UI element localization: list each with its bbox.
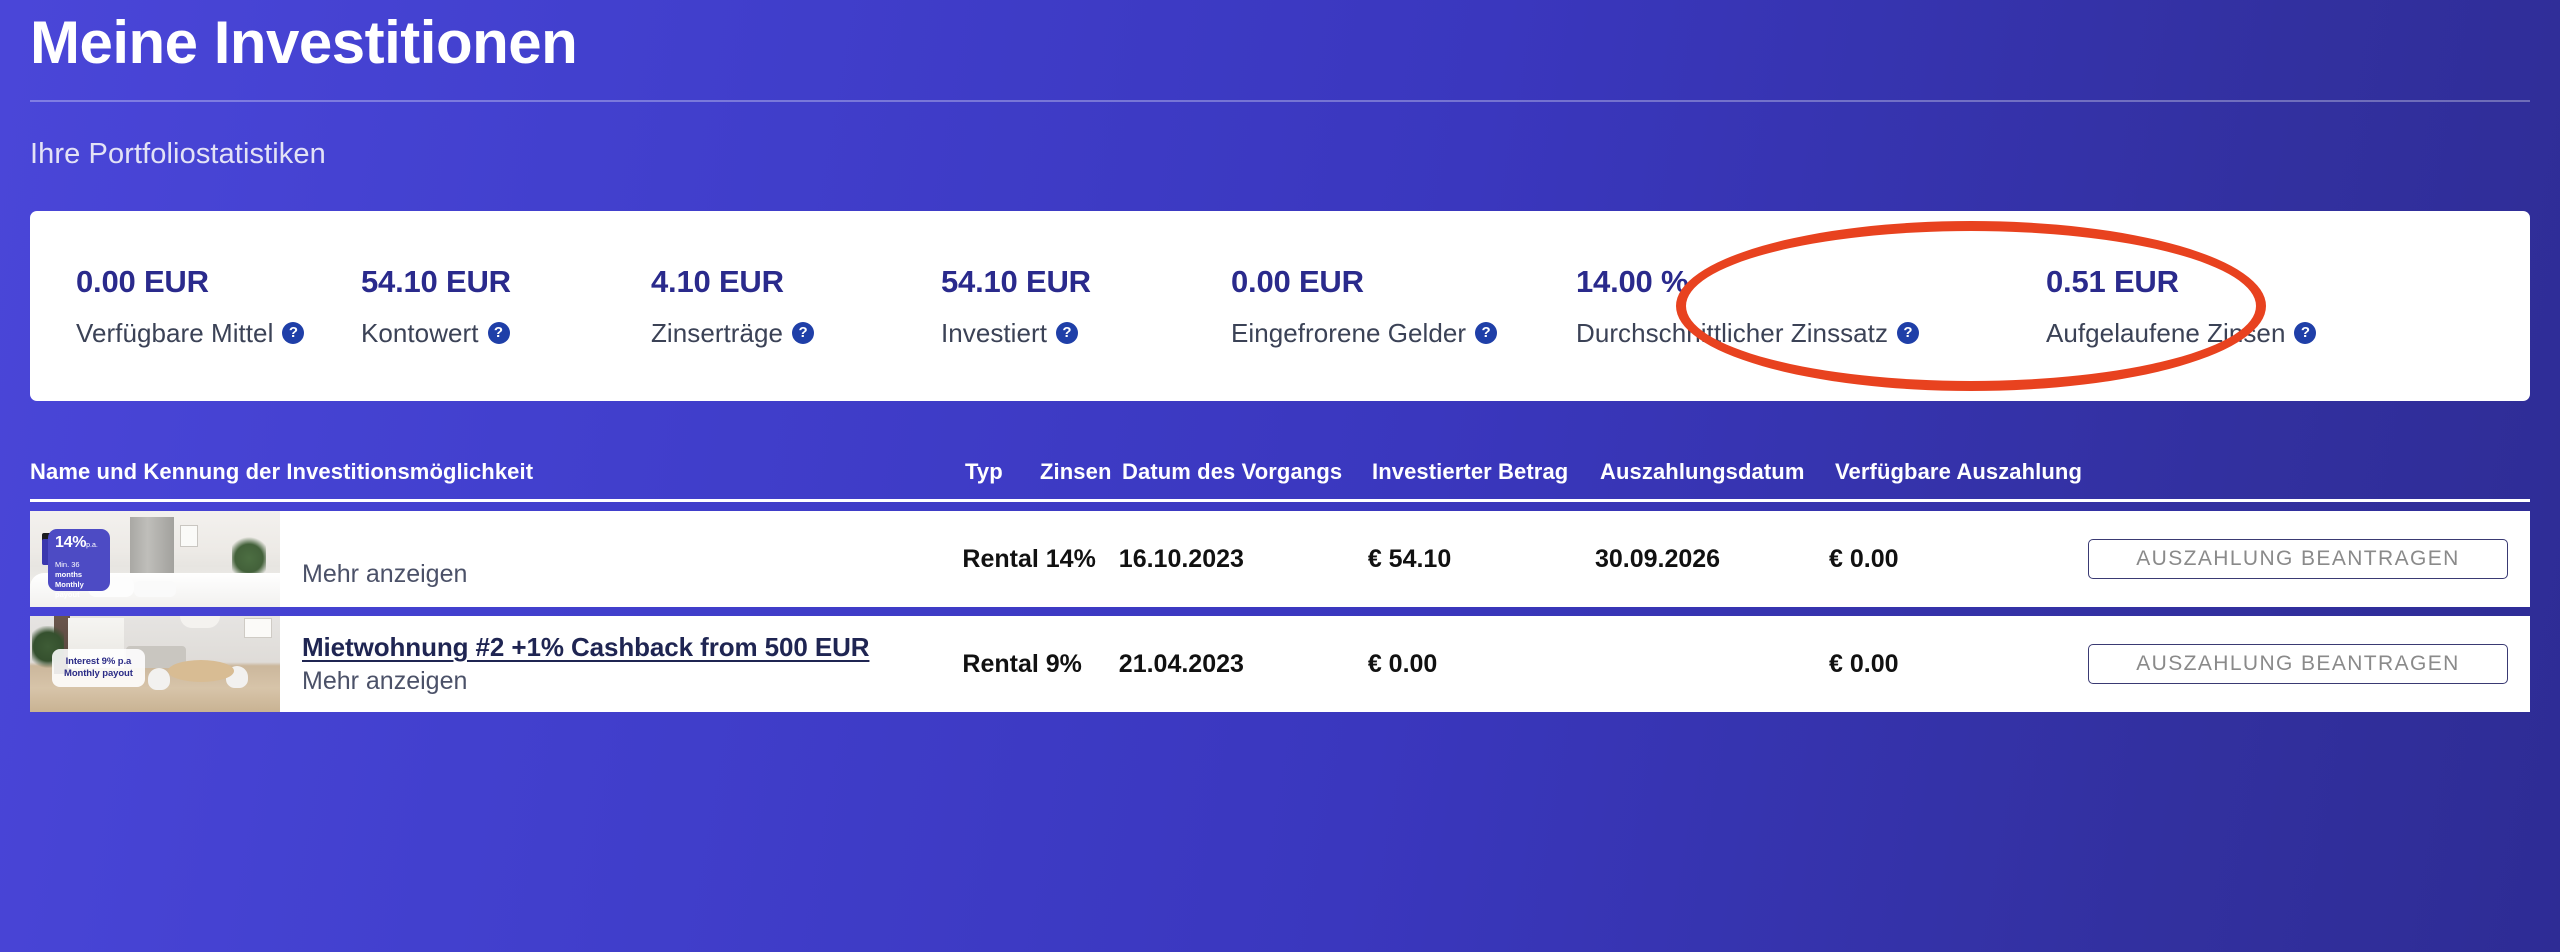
stat-value: 0.51 EUR <box>2046 263 2179 299</box>
stat-label-row: Aufgelaufene Zinsen ? <box>2046 317 2317 349</box>
cell-investierter-betrag: € 54.10 <box>1367 544 1452 573</box>
table-row[interactable]: 14%p.a. Min. 36 months Monthly payout Me… <box>30 511 2530 607</box>
stat-label: Verfügbare Mittel <box>76 317 274 348</box>
help-icon[interactable]: ? <box>487 322 510 344</box>
thumbnail-rate-badge: 14%p.a. Min. 36 months Monthly payout <box>48 529 110 599</box>
stat-value: 0.00 EUR <box>1231 263 1364 299</box>
stat-label-row: Kontowert ? <box>361 318 651 349</box>
stat-label-row: Eingefrorene Gelder ? <box>1231 318 1576 349</box>
badge-rate-suffix: p.a. <box>86 542 98 549</box>
badge-payout: Monthly payout <box>64 668 133 679</box>
cell-typ-zinsen: Rental 9% <box>962 649 1082 678</box>
stat-label: Durchschnittlicher Zinssatz <box>1576 317 1889 348</box>
stat-value: 0.00 EUR <box>76 263 209 299</box>
investment-name-cell: Mietwohnung #2 +1% Cashback from 500 EUR… <box>280 616 962 712</box>
stat-zinsertraege: 4.10 EUR Zinserträge ? <box>651 264 941 349</box>
stat-value: 4.10 EUR <box>651 263 784 299</box>
cell-auszahlungsdatum: 30.09.2026 <box>1594 544 1721 573</box>
request-payout-button[interactable]: Auszahlung beantragen <box>2088 644 2508 684</box>
cell-action: Auszahlung beantragen <box>2088 616 2530 712</box>
badge-term-prefix: Min. 36 <box>55 560 80 569</box>
help-icon[interactable]: ? <box>1056 322 1078 344</box>
cell-typ-zinsen: Rental 14% <box>962 544 1096 573</box>
stat-label: Kontowert <box>361 317 479 348</box>
stat-kontowert: 54.10 EUR Kontowert ? <box>361 264 651 349</box>
investment-name-link[interactable]: Mietwohnung #2 +1% Cashback from 500 EUR <box>302 632 870 662</box>
decor-picture-frame <box>180 525 198 547</box>
stat-aufgelaufene-zinsen: 0.51 EUR Aufgelaufene Zinsen ? <box>2046 263 2317 349</box>
decor-lamp <box>180 616 220 628</box>
column-header-auszahlungsdatum: Auszahlungsdatum <box>1600 459 1805 484</box>
help-icon[interactable]: ? <box>282 322 305 344</box>
stat-label-row: Verfügbare Mittel ? <box>76 318 361 349</box>
stat-label-row: Investiert ? <box>941 318 1231 349</box>
stat-label-row: Durchschnittlicher Zinssatz ? <box>1576 318 2046 349</box>
stat-label: Eingefrorene Gelder <box>1231 317 1467 348</box>
show-more-link[interactable]: Mehr anzeigen <box>302 667 468 695</box>
cell-auszahlungsdatum <box>1595 616 1829 712</box>
table-header-rule <box>30 499 2530 502</box>
decor-wardrobe <box>130 517 174 579</box>
badge-rate: 14% <box>55 534 87 551</box>
help-icon[interactable]: ? <box>1897 322 1920 344</box>
stat-value: 54.10 EUR <box>941 263 1091 299</box>
stat-label: Investiert <box>941 317 1047 348</box>
help-icon[interactable]: ? <box>2294 322 2317 344</box>
column-header-name: Name und Kennung der Investitionsmöglich… <box>30 459 534 484</box>
column-header-typ: Typ <box>965 459 1003 484</box>
investment-thumbnail-image[interactable]: Interest 9% p.a Monthly payout <box>30 616 280 712</box>
stat-value: 54.10 EUR <box>361 263 511 299</box>
stat-label-row: Zinserträge ? <box>651 318 941 349</box>
page-subtitle: Ihre Portfoliostatistiken <box>30 138 326 170</box>
table-row[interactable]: Interest 9% p.a Monthly payout Mietwohnu… <box>30 616 2530 712</box>
cell-investierter-betrag: € 0.00 <box>1367 649 1438 678</box>
stat-label: Aufgelaufene Zinsen <box>2046 317 2286 348</box>
decor-artframe <box>244 618 272 638</box>
badge-term-bold: months <box>55 570 83 579</box>
decor-chair <box>148 668 170 690</box>
column-header-datum: Datum des Vorgangs <box>1122 459 1343 484</box>
stat-durchschnittlicher-zinssatz: 14.00 % Durchschnittlicher Zinssatz ? <box>1576 264 2046 349</box>
stat-verfuegbare-mittel: 0.00 EUR Verfügbare Mittel ? <box>76 264 361 349</box>
column-header-verfuegbare-auszahlung: Verfügbare Auszahlung <box>1835 459 2082 484</box>
badge-payout: Monthly payout <box>55 580 84 599</box>
page-title: Meine Investitionen <box>30 9 578 76</box>
cell-verfuegbare-auszahlung: € 0.00 <box>1829 649 1899 678</box>
decor-plant <box>232 533 266 575</box>
column-header-zinsen: Zinsen <box>1040 459 1112 484</box>
stat-investiert: 54.10 EUR Investiert ? <box>941 264 1231 349</box>
investments-table: Name und Kennung der Investitionsmöglich… <box>30 459 2530 712</box>
decor-dining-table <box>168 660 234 682</box>
investment-thumbnail-image[interactable]: 14%p.a. Min. 36 months Monthly payout <box>30 511 280 607</box>
stat-label: Zinserträge <box>651 317 784 348</box>
column-header-investiert: Investierter Betrag <box>1372 459 1569 484</box>
cell-action: Auszahlung beantragen <box>2088 511 2530 607</box>
help-icon[interactable]: ? <box>1475 322 1498 344</box>
help-icon[interactable]: ? <box>792 322 815 344</box>
badge-interest: Interest 9% p.a <box>65 656 132 667</box>
stat-value: 14.00 % <box>1576 263 1689 299</box>
cell-verfuegbare-auszahlung: € 0.00 <box>1829 544 1899 573</box>
cell-datum-des-vorgangs: 21.04.2023 <box>1118 649 1244 678</box>
show-more-link[interactable]: Mehr anzeigen <box>302 559 468 588</box>
table-header-row: Name und Kennung der Investitionsmöglich… <box>30 459 2530 499</box>
request-payout-button[interactable]: Auszahlung beantragen <box>2088 539 2508 579</box>
stat-eingefrorene-gelder: 0.00 EUR Eingefrorene Gelder ? <box>1231 264 1576 349</box>
title-divider <box>30 100 2530 102</box>
investment-name-cell: Mehr anzeigen <box>280 511 962 607</box>
portfolio-stats-card: 0.00 EUR Verfügbare Mittel ? 54.10 EUR K… <box>30 211 2530 401</box>
cell-datum-des-vorgangs: 16.10.2023 <box>1118 544 1244 573</box>
thumbnail-rate-badge: Interest 9% p.a Monthly payout <box>52 649 145 687</box>
